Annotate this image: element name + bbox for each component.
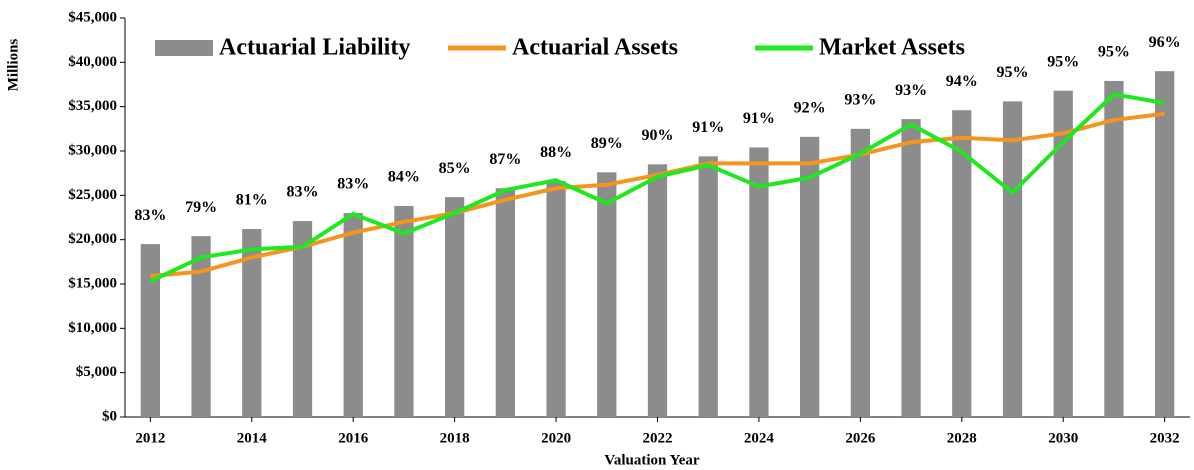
y-tick-label: $15,000: [68, 275, 117, 291]
bar: [901, 119, 921, 417]
x-tick-label: 2022: [643, 430, 673, 446]
bar: [242, 229, 262, 417]
bar: [445, 197, 465, 417]
x-tick-label: 2026: [845, 430, 876, 446]
legend-swatch: [155, 40, 213, 56]
bar: [800, 136, 820, 417]
bar: [495, 188, 515, 417]
x-tick-label: 2018: [440, 430, 470, 446]
y-tick-label: $35,000: [68, 98, 117, 114]
x-tick-label: 2016: [338, 430, 369, 446]
legend-label: Market Assets: [819, 35, 965, 61]
bar: [191, 236, 211, 417]
x-tick-label: 2032: [1150, 430, 1180, 446]
bar: [394, 205, 414, 417]
annotation: 94%: [946, 73, 978, 90]
y-tick-label: $45,000: [68, 9, 117, 25]
y-tick-label: $40,000: [68, 54, 117, 70]
y-tick-label: $5,000: [76, 364, 117, 380]
bar: [1155, 71, 1175, 417]
y-tick-label: $10,000: [68, 320, 117, 336]
bar: [546, 181, 566, 417]
annotation: 79%: [185, 199, 217, 216]
annotation: 87%: [489, 151, 521, 168]
annotation: 93%: [844, 92, 876, 109]
x-axis-label: Valuation Year: [604, 452, 699, 468]
annotation: 83%: [287, 184, 319, 201]
bar: [952, 110, 972, 418]
annotation: 92%: [794, 99, 826, 116]
bar: [698, 156, 718, 417]
bar: [1104, 80, 1124, 417]
annotation: 88%: [540, 144, 572, 161]
annotation: 91%: [692, 119, 724, 136]
bar: [292, 221, 313, 417]
x-tick-label: 2024: [744, 430, 775, 446]
annotation: 89%: [591, 135, 623, 152]
bar: [1053, 90, 1073, 417]
annotation: 83%: [134, 207, 166, 224]
x-tick-label: 2020: [541, 430, 571, 446]
annotation: 83%: [337, 176, 369, 193]
annotation: 81%: [236, 192, 268, 209]
y-tick-label: $20,000: [68, 231, 117, 247]
bar: [140, 244, 160, 417]
y-tick-label: $25,000: [68, 187, 117, 203]
x-tick-label: 2012: [135, 430, 165, 446]
x-tick-label: 2028: [947, 430, 977, 446]
bar: [597, 172, 617, 417]
annotation: 90%: [642, 127, 674, 144]
y-axis-label: Millions: [5, 39, 21, 92]
line: [149, 92, 1165, 284]
bar: [850, 128, 870, 418]
bar: [1002, 101, 1023, 417]
legend-label: Actuarial Liability: [219, 35, 410, 61]
y-tick-label: $0: [102, 408, 117, 424]
annotation: 91%: [743, 110, 775, 127]
x-tick-label: 2030: [1048, 430, 1078, 446]
annotation: 85%: [439, 160, 471, 177]
bar: [343, 213, 363, 417]
annotation: 96%: [1149, 34, 1181, 51]
bar: [647, 164, 668, 417]
legend-label: Actuarial Assets: [512, 35, 678, 61]
annotation: 93%: [895, 82, 927, 99]
x-tick-label: 2014: [237, 430, 268, 446]
y-tick-label: $30,000: [68, 142, 117, 158]
annotation: 84%: [388, 169, 420, 186]
annotation: 95%: [997, 64, 1029, 81]
bar: [749, 147, 769, 417]
annotation: 95%: [1047, 53, 1079, 70]
annotation: 95%: [1098, 44, 1130, 61]
